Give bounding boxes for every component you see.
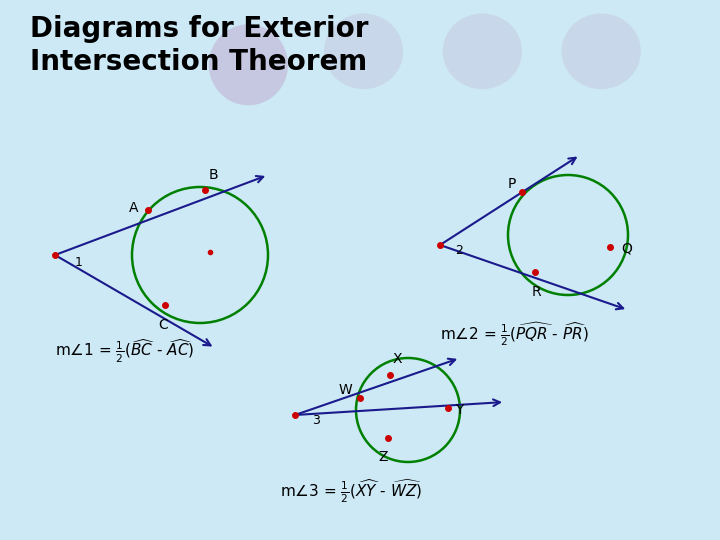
Ellipse shape — [562, 14, 641, 89]
Ellipse shape — [443, 14, 522, 89]
Text: m$\angle$3 = $\frac{1}{2}$($\widehat{XY}$ - $\widehat{WZ}$): m$\angle$3 = $\frac{1}{2}$($\widehat{XY}… — [280, 478, 423, 505]
Text: Diagrams for Exterior
Intersection Theorem: Diagrams for Exterior Intersection Theor… — [30, 15, 369, 77]
Text: W: W — [338, 383, 352, 397]
Text: X: X — [393, 352, 402, 366]
Text: R: R — [531, 285, 541, 299]
Text: 2: 2 — [455, 244, 463, 256]
Text: Y: Y — [455, 403, 464, 417]
Text: 1: 1 — [75, 255, 83, 268]
Text: Z: Z — [378, 450, 388, 464]
Text: P: P — [508, 177, 516, 191]
Text: m$\angle$1 = $\frac{1}{2}$($\widehat{BC}$ - $\widehat{AC}$): m$\angle$1 = $\frac{1}{2}$($\widehat{BC}… — [55, 338, 194, 365]
Text: 3: 3 — [312, 414, 320, 427]
Ellipse shape — [324, 14, 403, 89]
Text: Q: Q — [621, 241, 632, 255]
Ellipse shape — [209, 24, 288, 105]
Text: C: C — [158, 318, 168, 332]
Text: m$\angle$2 = $\frac{1}{2}$($\widehat{PQR}$ - $\widehat{PR}$): m$\angle$2 = $\frac{1}{2}$($\widehat{PQR… — [440, 320, 589, 348]
Text: B: B — [209, 168, 219, 182]
Text: A: A — [128, 201, 138, 215]
